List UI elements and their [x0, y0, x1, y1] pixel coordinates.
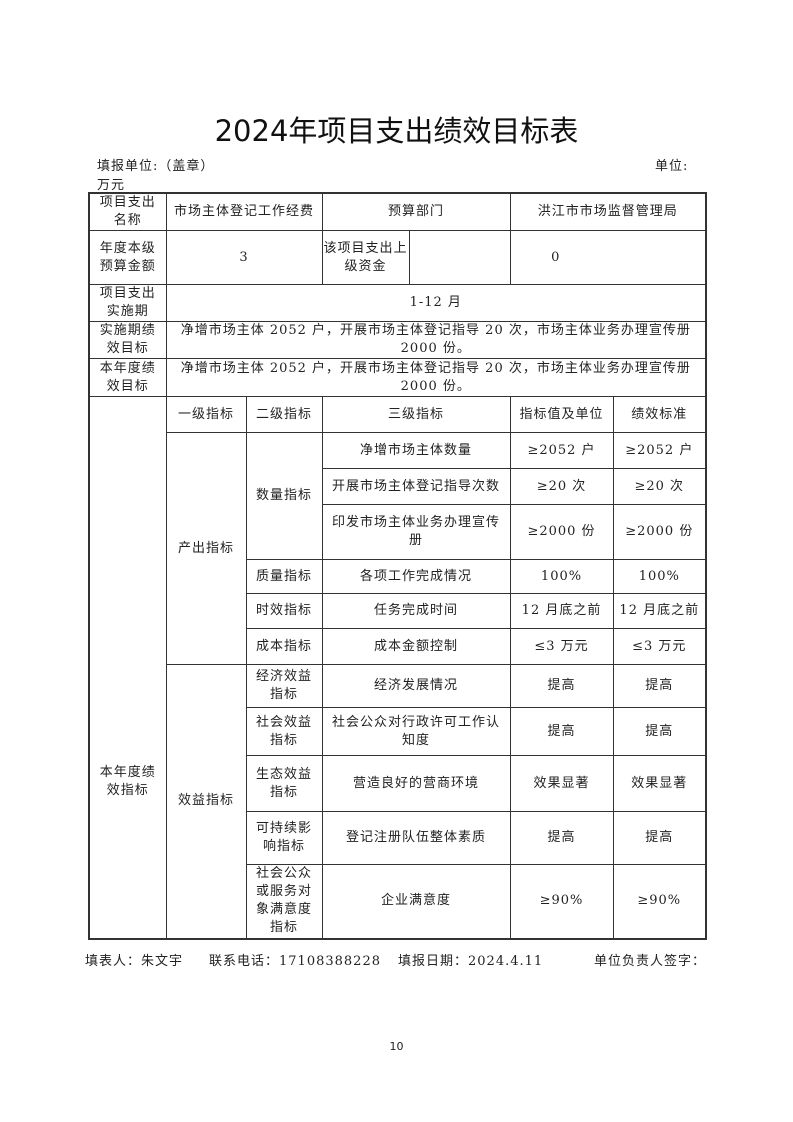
- standard-cell: 提高: [612, 707, 707, 756]
- standard-cell: ≤3 万元: [612, 628, 707, 665]
- dept-label: 预算部门: [321, 192, 511, 231]
- l3-cell: 净增市场主体数量: [321, 432, 511, 469]
- standard-cell: ≥90%: [612, 864, 707, 939]
- reporting-unit-label: 填报单位:（盖章）: [97, 159, 215, 174]
- report-date: 填报日期：2024.4.11: [398, 954, 544, 969]
- standard-cell: 提高: [612, 664, 707, 708]
- value-cell: ≤3 万元: [509, 628, 614, 665]
- l2-cell: 社会效益指标: [245, 707, 323, 756]
- value-cell: ≥2000 份: [509, 504, 614, 560]
- l3-cell: 社会公众对行政许可工作认知度: [321, 707, 511, 756]
- currency-unit-label: 单位:: [655, 159, 689, 174]
- phone: 联系电话：17108388228: [209, 954, 381, 969]
- period-goal: 净增市场主体 2052 户，开展市场主体登记指导 20 次，市场主体业务办理宣传…: [165, 321, 707, 359]
- l3-cell: 营造良好的营商环境: [321, 755, 511, 812]
- project-name-label: 项目支出名称: [88, 192, 167, 231]
- header-value: 指标值及单位: [509, 396, 614, 433]
- standard-cell: 12 月底之前: [612, 593, 707, 629]
- period: 1-12 月: [165, 284, 707, 322]
- upper-fund-label: 该项目支出上级资金: [323, 231, 410, 284]
- standard-cell: ≥20 次: [612, 468, 707, 505]
- page-number: 10: [389, 1040, 404, 1053]
- l3-cell: 企业满意度: [321, 864, 511, 939]
- l3-cell: 任务完成时间: [321, 593, 511, 629]
- l3-cell: 登记注册队伍整体素质: [321, 811, 511, 865]
- l2-cell: 质量指标: [245, 559, 323, 594]
- upper-fund: 0: [509, 230, 707, 285]
- year-goal: 净增市场主体 2052 户，开展市场主体登记指导 20 次，市场主体业务办理宣传…: [165, 358, 707, 397]
- benefit-indicator-label: 效益指标: [165, 664, 247, 939]
- currency-unit-value: 万元: [97, 178, 126, 193]
- page-title: 2024年项目支出绩效目标表: [214, 114, 579, 148]
- l3-cell: 印发市场主体业务办理宣传册: [321, 504, 511, 560]
- period-label: 项目支出实施期: [88, 284, 167, 322]
- output-indicator-label: 产出指标: [165, 432, 247, 665]
- l3-cell: 经济发展情况: [321, 664, 511, 708]
- year-goal-label: 本年度绩效目标: [88, 358, 167, 397]
- value-cell: ≥20 次: [509, 468, 614, 505]
- value-cell: 12 月底之前: [509, 593, 614, 629]
- l2-cell: 生态效益指标: [245, 755, 323, 812]
- l3-cell: 各项工作完成情况: [321, 559, 511, 594]
- header-l1: 一级指标: [165, 396, 247, 433]
- standard-cell: 提高: [612, 811, 707, 865]
- value-cell: ≥90%: [509, 864, 614, 939]
- budget-label: 年度本级预算金额: [88, 230, 167, 285]
- standard-cell: ≥2052 户: [612, 432, 707, 469]
- value-cell: 效果显著: [509, 755, 614, 812]
- value-cell: 提高: [509, 707, 614, 756]
- l2-cell: 成本指标: [245, 628, 323, 665]
- l2-cell: 社会公众或服务对象满意度指标: [245, 864, 323, 939]
- value-cell: 提高: [509, 664, 614, 708]
- value-cell: 100%: [509, 559, 614, 594]
- upper-fund-value: 0: [551, 249, 561, 265]
- standard-cell: ≥2000 份: [612, 504, 707, 560]
- dept: 洪江市市场监督管理局: [509, 192, 707, 231]
- indicators-section-text: 本年度绩效指标: [99, 765, 156, 799]
- indicators-section-label: 本年度绩效指标: [88, 396, 167, 939]
- quantity-indicator-label: 数量指标: [245, 432, 323, 560]
- value-cell: 提高: [509, 811, 614, 865]
- l3-cell: 开展市场主体登记指导次数: [321, 468, 511, 505]
- standard-cell: 效果显著: [612, 755, 707, 812]
- performance-table: 项目支出名称 市场主体登记工作经费 预算部门 洪江市市场监督管理局 年度本级预算…: [88, 192, 708, 940]
- l2-cell: 时效指标: [245, 593, 323, 629]
- header-l3: 三级指标: [321, 396, 511, 433]
- project-name: 市场主体登记工作经费: [165, 192, 323, 231]
- standard-cell: 100%: [612, 559, 707, 594]
- signature-label: 单位负责人签字：: [594, 954, 707, 969]
- value-cell: ≥2052 户: [509, 432, 614, 469]
- budget: 3: [165, 230, 323, 285]
- header-l2: 二级指标: [245, 396, 323, 433]
- l2-cell: 经济效益指标: [245, 664, 323, 708]
- period-goal-label: 实施期绩效目标: [88, 321, 167, 359]
- l2-cell: 可持续影响指标: [245, 811, 323, 865]
- filler: 填表人：朱文宇: [85, 954, 184, 969]
- l3-cell: 成本金额控制: [321, 628, 511, 665]
- upper-fund-cell: 该项目支出上级资金: [321, 230, 511, 285]
- header-standard: 绩效标准: [612, 396, 707, 433]
